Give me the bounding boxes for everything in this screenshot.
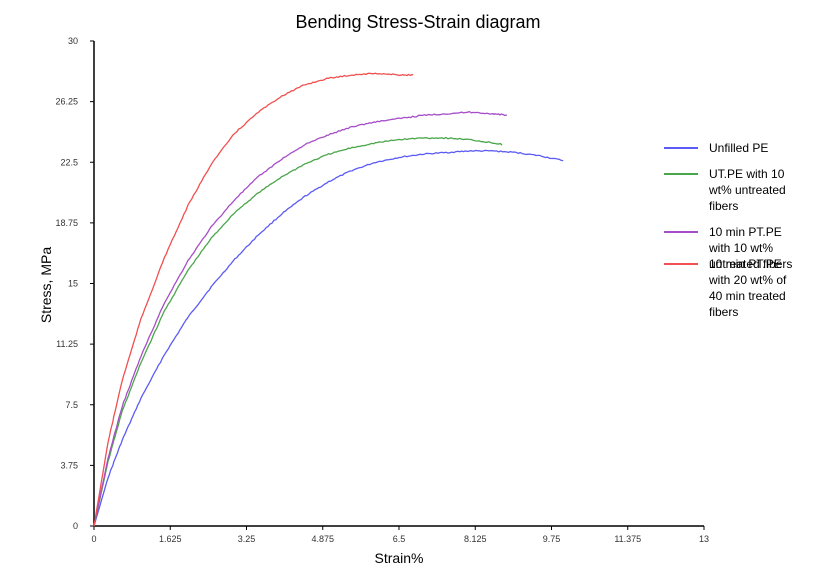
y-tick-label: 7.5: [65, 400, 78, 410]
x-tick-label: 9.75: [543, 534, 561, 544]
x-axis-title: Strain%: [374, 550, 423, 566]
legend-label-2: UT.PE with 10 wt% untreated fibers: [708, 167, 786, 213]
plot-area: 0 1.625 3.25 4.875 6.5 8.125 9.75 11.375 13 0 3.75…: [55, 36, 709, 544]
x-tick-label: 1.625: [159, 534, 182, 544]
y-tick-label: 26.25: [55, 97, 78, 107]
series-line-4: [93, 72, 414, 527]
y-tick-label: 30: [68, 36, 78, 46]
x-tick-label: 13: [699, 534, 709, 544]
y-tick-label: 11.25: [56, 339, 78, 349]
legend-label-1: Unfilled PE: [709, 141, 768, 155]
x-tick-label: 3.25: [238, 534, 256, 544]
legend-label-3: 10 min PT.PE with 10 wt% untreated fibers: [708, 225, 792, 271]
y-tick-label: 22.5: [60, 157, 78, 167]
x-tick-label: 0: [91, 534, 96, 544]
series-line-2: [93, 136, 503, 527]
y-tick-label: 18.75: [55, 218, 78, 228]
legend-label-4: 10 min PT.PE with 20 wt% of 40 min treated…: [708, 257, 787, 319]
y-axis-title: Stress, MPa: [38, 247, 54, 323]
x-tick-label: 6.5: [393, 534, 406, 544]
y-tick-label: 15: [68, 279, 78, 289]
y-tick-label: 3.75: [60, 460, 78, 470]
legend: Unfilled PE UT.PE with 10 wt% untreated fib…: [664, 141, 792, 319]
series-line-3: [93, 110, 508, 527]
y-tick-label: 0: [73, 521, 78, 531]
x-tick-label: 4.875: [311, 534, 334, 544]
chart-title: Bending Stress-Strain diagram: [295, 12, 540, 32]
x-tick-label: 8.125: [464, 534, 487, 544]
series-line-1: [93, 149, 564, 527]
x-tick-label: 11.375: [614, 534, 641, 544]
